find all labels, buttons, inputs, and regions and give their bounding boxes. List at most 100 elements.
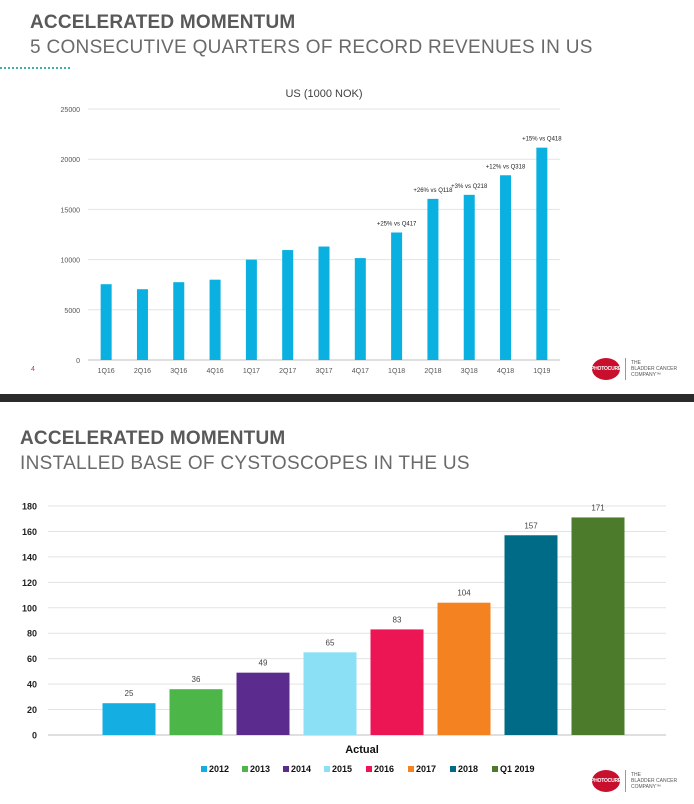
dotted-divider [0, 67, 70, 69]
chart2-ytick-8: 160 [22, 527, 37, 537]
slide1-subtitle: 5 CONSECUTIVE QUARTERS OF RECORD REVENUE… [30, 37, 593, 58]
chart2-value-label-2018: 157 [524, 521, 538, 530]
chart2-legend-swatch-2017 [408, 766, 414, 772]
chart1-xtick-4Q18: 4Q18 [497, 368, 514, 375]
chart1-annotation-3Q18: +3% vs Q218 [451, 184, 488, 190]
chart2-value-label-Q1-2019: 171 [591, 503, 605, 512]
chart2-legend-swatch-2013 [242, 766, 248, 772]
chart1-annotation-4Q18: +12% vs Q318 [486, 164, 526, 170]
logo-tagline-2: THE BLADDER CANCER COMPANY™ [631, 772, 693, 790]
chart1-xtick-2Q18: 2Q18 [424, 368, 441, 375]
slide2-title: ACCELERATED MOMENTUM [20, 428, 286, 449]
chart1-xtick-2Q17: 2Q17 [279, 368, 296, 375]
chart2-bar-2016 [370, 629, 424, 735]
chart2-xlabel: Actual [345, 744, 379, 756]
logo-line2-2: BLADDER CANCER [631, 778, 678, 784]
chart2-value-label-2013: 36 [192, 675, 201, 684]
chart1-title: US (1000 NOK) [285, 88, 362, 100]
chart2-legend-label-2012: 2012 [209, 764, 229, 774]
chart1-xtick-1Q18: 1Q18 [388, 368, 405, 375]
chart1-bar-1Q17 [245, 259, 257, 360]
page-number: 4 [31, 366, 35, 373]
chart2-legend-swatch-2015 [324, 766, 330, 772]
chart1-annotation-2Q18: +26% vs Q118 [413, 188, 453, 194]
chart1-ytick-0: 0 [76, 358, 80, 365]
chart2-ytick-7: 140 [22, 552, 37, 562]
chart2-ytick-9: 180 [22, 502, 37, 512]
chart1-annotation-1Q18: +25% vs Q417 [377, 221, 417, 227]
photocure-logo-icon: PHOTOCURE [591, 358, 621, 380]
chart1-xtick-3Q17: 3Q17 [315, 368, 332, 375]
logo-tagline: THE BLADDER CANCER COMPANY™ [631, 360, 693, 378]
chart1-bar-1Q16 [100, 284, 112, 360]
chart2-ytick-3: 60 [27, 654, 37, 664]
chart1-bar-2Q17 [282, 250, 294, 360]
chart1-bar-4Q18 [500, 175, 512, 360]
chart1-ytick-1: 5000 [64, 308, 80, 315]
slide-separator [0, 394, 694, 402]
chart2-legend-label-Q1-2019: Q1 2019 [500, 764, 535, 774]
chart2-legend-label-2013: 2013 [250, 764, 270, 774]
company-logo: PHOTOCURE THE BLADDER CANCER COMPANY™ [591, 358, 693, 380]
chart1-ytick-4: 20000 [61, 157, 81, 164]
chart1-xtick-3Q18: 3Q18 [461, 368, 478, 375]
chart1-bar-3Q17 [318, 246, 330, 360]
chart1-ytick-3: 15000 [61, 207, 81, 214]
logo-line3: COMPANY™ [631, 372, 661, 378]
chart2-ytick-4: 80 [27, 629, 37, 639]
slide2-subtitle: INSTALLED BASE OF CYSTOSCOPES IN THE US [20, 453, 470, 474]
chart2-value-label-2012: 25 [125, 689, 134, 698]
cystoscope-bar-chart: 0 20 40 60 80 100 120 140 160 180 25 36 49 65 83 104 157… [22, 502, 666, 774]
chart1-bar-1Q18 [391, 232, 403, 360]
chart2-legend-label-2014: 2014 [291, 764, 311, 774]
chart2-legend-label-2018: 2018 [458, 764, 478, 774]
chart1-bar-2Q18 [427, 198, 439, 360]
chart2-bar-2018 [504, 535, 558, 735]
chart2-legend-swatch-2012 [201, 766, 207, 772]
chart2-legend-swatch-2014 [283, 766, 289, 772]
revenue-bar-chart: US (1000 NOK) 0 5000 10000 15000 20000 25000 1Q… [61, 88, 563, 375]
chart1-xtick-3Q16: 3Q16 [170, 368, 187, 375]
chart2-value-label-2014: 49 [259, 659, 268, 668]
chart1-bar-3Q16 [173, 282, 185, 360]
logo-line2: BLADDER CANCER [631, 366, 678, 372]
chart2-ytick-1: 20 [27, 705, 37, 715]
chart1-xtick-4Q16: 4Q16 [207, 368, 224, 375]
chart1-bar-4Q17 [354, 258, 366, 360]
chart2-value-label-2016: 83 [393, 615, 402, 624]
chart2-bar-2017 [437, 602, 491, 735]
chart1-xtick-1Q19: 1Q19 [533, 368, 550, 375]
chart1-annotation-1Q19: +15% vs Q418 [522, 137, 562, 143]
chart2-value-label-2015: 65 [326, 638, 335, 647]
slide-installed-base: ACCELERATED MOMENTUM INSTALLED BASE OF C… [0, 402, 694, 804]
company-logo-2: PHOTOCURE THE BLADDER CANCER COMPANY™ [591, 770, 693, 792]
chart2-ytick-5: 100 [22, 603, 37, 613]
logo-separator-2 [625, 770, 626, 792]
chart2-ytick-0: 0 [32, 731, 37, 741]
chart2-bar-2012 [102, 703, 156, 735]
chart1-xtick-4Q17: 4Q17 [352, 368, 369, 375]
slide1-title: ACCELERATED MOMENTUM [30, 12, 296, 33]
chart2-bar-2015 [303, 652, 357, 735]
chart2-value-label-2017: 104 [457, 589, 471, 598]
logo-separator [625, 358, 626, 380]
chart1-xtick-1Q17: 1Q17 [243, 368, 260, 375]
chart1-ytick-2: 10000 [61, 258, 81, 265]
chart1-bar-1Q19 [536, 147, 548, 360]
chart2-ytick-2: 40 [27, 680, 37, 690]
chart2-legend-swatch-2018 [450, 766, 456, 772]
chart1-bar-4Q16 [209, 279, 221, 360]
logo-line3-2: COMPANY™ [631, 784, 661, 790]
chart2-legend-swatch-2016 [366, 766, 372, 772]
chart1-xtick-2Q16: 2Q16 [134, 368, 151, 375]
logo-line1: THE [631, 360, 641, 366]
chart2-bar-2014 [236, 672, 290, 735]
chart2-legend-swatch-Q1-2019 [492, 766, 498, 772]
chart2-bar-Q1-2019 [571, 517, 625, 735]
chart1-bar-2Q16 [136, 289, 148, 360]
chart2-legend-label-2016: 2016 [374, 764, 394, 774]
photocure-logo-icon-2: PHOTOCURE [591, 770, 621, 792]
chart2-bar-2013 [169, 689, 223, 735]
chart1-bar-3Q18 [463, 194, 475, 360]
chart2-legend-label-2015: 2015 [332, 764, 352, 774]
